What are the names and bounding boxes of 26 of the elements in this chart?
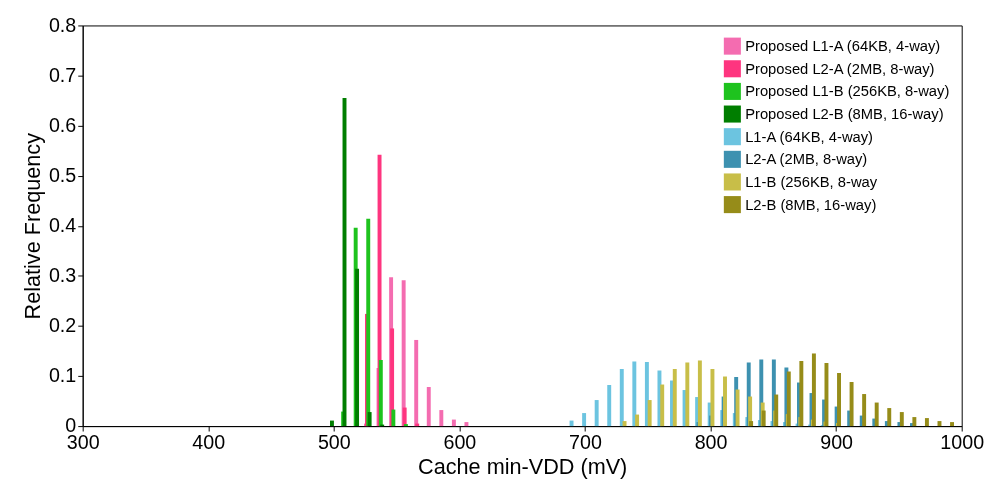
y-tick-label: 0.3 [48, 264, 77, 287]
y-axis-title: Relative Frequency [20, 132, 46, 320]
y-tick-label: 0.4 [48, 214, 77, 237]
x-tick-label: 900 [820, 431, 854, 454]
y-tick-label: 0.5 [48, 164, 77, 187]
legend-label: L2-B (8MB, 16-way) [745, 196, 877, 213]
x-tick-label: 300 [66, 431, 100, 454]
y-tick-label: 0.8 [48, 13, 77, 36]
x-axis-title: Cache min-VDD (mV) [418, 453, 628, 479]
x-tick-label: 700 [569, 431, 602, 454]
legend-label: L1-A (64KB, 4-way) [745, 128, 874, 145]
x-tick-label: 500 [317, 431, 351, 454]
legend-label: L2-A (2MB, 8-way) [745, 151, 868, 168]
legend-label: Proposed L1-B (256KB, 8-way) [745, 83, 950, 100]
x-tick-label: 400 [192, 431, 226, 454]
x-tick-label: 600 [443, 431, 477, 454]
legend-label: Proposed L2-A (2MB, 8-way) [745, 60, 935, 77]
y-tick-label: 0.7 [48, 63, 77, 86]
legend-label: Proposed L2-B (8MB, 16-way) [745, 105, 944, 122]
legend-label: Proposed L1-A (64KB, 4-way) [745, 38, 941, 55]
y-tick-label: 0.2 [48, 314, 77, 337]
y-tick-label: 0.1 [48, 364, 77, 387]
x-tick-label: 800 [694, 431, 728, 454]
legend-label: L1-B (256KB, 8-way [745, 173, 878, 190]
y-tick-label: 0.6 [48, 114, 77, 137]
x-tick-label: 1000 [940, 431, 985, 454]
